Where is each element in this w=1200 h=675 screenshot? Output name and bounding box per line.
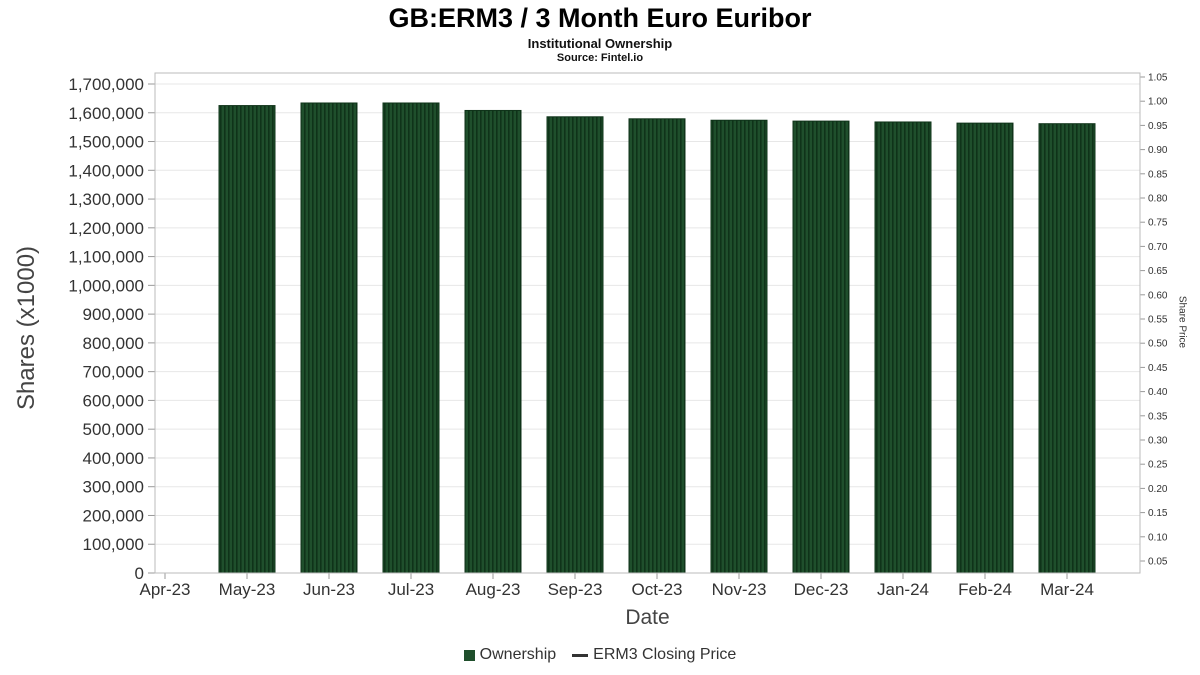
svg-text:1,600,000: 1,600,000 [68,104,144,123]
x-axis-title: Date [625,606,670,629]
svg-text:Aug-23: Aug-23 [466,580,521,599]
svg-text:0.90: 0.90 [1148,145,1168,156]
svg-text:0.60: 0.60 [1148,290,1168,301]
svg-text:1,200,000: 1,200,000 [68,219,144,238]
svg-text:1,300,000: 1,300,000 [68,190,144,209]
svg-text:800,000: 800,000 [83,334,144,353]
svg-text:Nov-23: Nov-23 [712,580,767,599]
svg-text:900,000: 900,000 [83,305,144,324]
svg-text:300,000: 300,000 [83,478,144,497]
svg-text:600,000: 600,000 [83,391,144,410]
chart-title: GB:ERM3 / 3 Month Euro Euribor [388,3,812,33]
svg-text:1.00: 1.00 [1148,97,1168,108]
svg-text:0.35: 0.35 [1148,411,1168,422]
svg-text:0.40: 0.40 [1148,387,1168,398]
closing-price-line-icon [572,653,589,657]
chart-source: Source: Fintel.io [556,52,644,64]
svg-text:0.55: 0.55 [1148,315,1168,326]
svg-text:0.75: 0.75 [1148,218,1168,229]
svg-text:1,400,000: 1,400,000 [68,161,144,180]
svg-text:Jan-24: Jan-24 [877,580,929,599]
svg-text:Jun-23: Jun-23 [303,580,355,599]
svg-text:Dec-23: Dec-23 [794,580,849,599]
y-axis-title-right: Share Price [1176,295,1188,349]
svg-text:700,000: 700,000 [83,363,144,382]
chart-subtitle: Institutional Ownership [527,36,673,51]
legend-label-closing-price: ERM3 Closing Price [593,646,737,663]
y-axis-title-left: Shares (x1000) [13,245,40,411]
svg-text:0.85: 0.85 [1148,169,1168,180]
legend-item-closing-price: ERM3 Closing Price [572,646,736,664]
legend-label-ownership: Ownership [479,646,557,663]
svg-text:Oct-23: Oct-23 [631,580,682,599]
svg-text:Sep-23: Sep-23 [548,580,603,599]
svg-text:0.80: 0.80 [1148,194,1168,205]
svg-text:0.05: 0.05 [1148,557,1168,568]
svg-text:0.25: 0.25 [1148,460,1168,471]
bar-chart-plot: 0 100,000 200,000 300,000 400,000 500,000 600,… [68,72,1168,599]
svg-text:0.45: 0.45 [1148,363,1168,374]
svg-text:0.70: 0.70 [1148,242,1168,253]
legend-item-ownership: Ownership [463,646,557,664]
svg-text:500,000: 500,000 [83,420,144,439]
svg-text:May-23: May-23 [219,580,276,599]
svg-text:Jul-23: Jul-23 [388,580,434,599]
svg-text:0.65: 0.65 [1148,266,1168,277]
svg-text:Mar-24: Mar-24 [1040,580,1094,599]
svg-text:0.30: 0.30 [1148,436,1168,447]
svg-text:0.10: 0.10 [1148,532,1168,543]
ownership-swatch-icon [463,649,475,661]
svg-text:0.20: 0.20 [1148,484,1168,495]
svg-text:0.95: 0.95 [1148,121,1168,132]
svg-text:1,700,000: 1,700,000 [68,75,144,94]
chart-legend: Ownership ERM3 Closing Price [0,646,1200,664]
svg-text:0: 0 [135,564,144,583]
svg-text:0.50: 0.50 [1148,339,1168,350]
svg-text:1,000,000: 1,000,000 [68,276,144,295]
svg-text:0.15: 0.15 [1148,508,1168,519]
svg-text:1,100,000: 1,100,000 [68,248,144,267]
svg-text:200,000: 200,000 [83,506,144,525]
svg-text:1.05: 1.05 [1148,73,1168,84]
svg-text:Feb-24: Feb-24 [958,580,1012,599]
svg-text:100,000: 100,000 [83,535,144,554]
svg-text:1,500,000: 1,500,000 [68,133,144,152]
svg-text:Apr-23: Apr-23 [139,580,190,599]
svg-text:400,000: 400,000 [83,449,144,468]
